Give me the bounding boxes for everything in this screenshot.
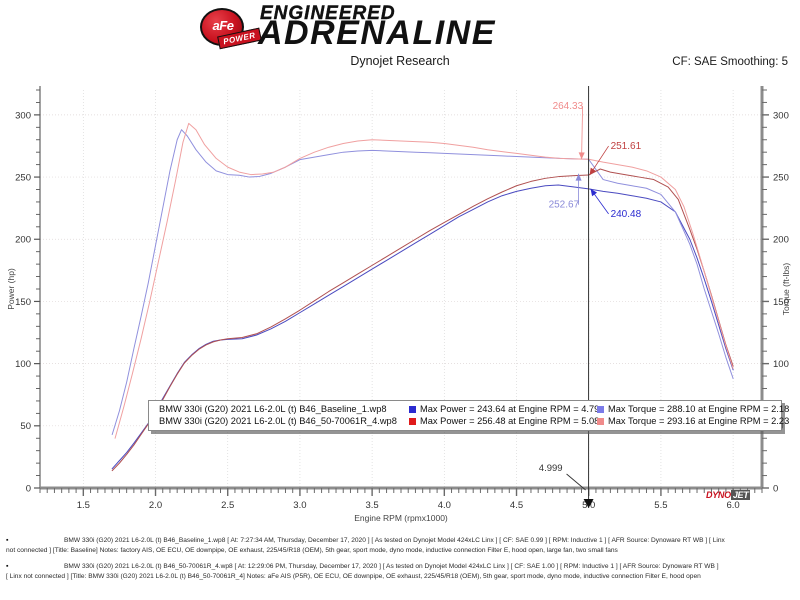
legend-power-cell: Max Power = 256.48 at Engine RPM = 5.08	[409, 416, 600, 426]
svg-text:2.0: 2.0	[149, 500, 162, 511]
legend-torque-swatch	[597, 405, 604, 413]
svg-text:150: 150	[15, 297, 31, 308]
svg-text:Power (hp): Power (hp)	[6, 268, 16, 310]
plot-svg: 0501001502002503000501001502002503001.52…	[6, 86, 791, 523]
cf-smoothing-note: CF: SAE Smoothing: 5	[672, 56, 788, 68]
legend-file-name: BMW 330i (G20) 2021 L6-2.0L (t) B46_50-7…	[159, 416, 397, 426]
run-notes-footer: ▪ BMW 330i (G20) 2021 L6-2.0L (t) B46_Ba…	[0, 536, 800, 588]
svg-text:300: 300	[773, 110, 789, 121]
svg-text:6.0: 6.0	[727, 500, 740, 511]
svg-text:0: 0	[26, 483, 31, 494]
svg-text:300: 300	[15, 110, 31, 121]
svg-text:3.5: 3.5	[366, 500, 379, 511]
run1-line1: BMW 330i (G20) 2021 L6-2.0L (t) B46_Base…	[64, 537, 725, 544]
legend-torque-swatch	[597, 417, 604, 425]
svg-text:200: 200	[15, 235, 31, 246]
legend-power-text: Max Power = 256.48 at Engine RPM = 5.08	[420, 416, 600, 426]
svg-text:100: 100	[15, 359, 31, 370]
run-note-block: ▪ BMW 330i (G20) 2021 L6-2.0L (t) B46_Ba…	[0, 536, 800, 555]
legend-power-swatch	[409, 405, 416, 413]
svg-text:5.5: 5.5	[654, 500, 667, 511]
svg-text:4.999: 4.999	[539, 463, 563, 474]
chart-subtitle: Dynojet Research	[350, 54, 450, 68]
svg-text:250: 250	[773, 172, 789, 183]
legend-torque-text: Max Torque = 288.10 at Engine RPM = 2.18	[608, 404, 790, 414]
dyno-plot: 0501001502002503000501001502002503001.52…	[0, 78, 800, 533]
tagline-engineered: ENGINEERED	[260, 3, 396, 24]
brand-logo: aFe POWER ENGINEERED ADRENALINE	[200, 2, 600, 50]
page-header: aFe POWER ENGINEERED ADRENALINE Dynojet …	[0, 0, 800, 68]
dynojet-watermark-icon: DYNO JET	[706, 490, 751, 500]
svg-text:1.5: 1.5	[77, 500, 90, 511]
svg-text:251.61: 251.61	[611, 141, 642, 152]
svg-text:250: 250	[15, 172, 31, 183]
legend-file-name: BMW 330i (G20) 2021 L6-2.0L (t) B46_Base…	[159, 404, 387, 414]
run1-line2: not connected ] [Title: Baseline] Notes:…	[6, 546, 618, 554]
legend-power-cell: Max Power = 243.64 at Engine RPM = 4.79	[409, 404, 600, 414]
svg-text:2.5: 2.5	[221, 500, 234, 511]
legend-torque-cell: Max Torque = 293.16 at Engine RPM = 2.23	[597, 416, 789, 426]
legend-power-swatch	[409, 417, 416, 425]
svg-text:4.5: 4.5	[510, 500, 523, 511]
svg-text:3.0: 3.0	[293, 500, 306, 511]
legend-torque-text: Max Torque = 293.16 at Engine RPM = 2.23	[608, 416, 790, 426]
tagline-adrenaline: ADRENALINE	[258, 14, 496, 52]
chart-legend[interactable]: BMW 330i (G20) 2021 L6-2.0L (t) B46_Base…	[148, 400, 789, 431]
svg-text:150: 150	[773, 297, 789, 308]
afe-power-logo-icon: aFe POWER	[200, 8, 262, 50]
svg-text:240.48: 240.48	[611, 209, 642, 220]
afe-logo-text: aFe	[212, 18, 234, 33]
svg-text:50: 50	[20, 421, 31, 432]
legend-row[interactable]: BMW 330i (G20) 2021 L6-2.0L (t) B46_50-7…	[153, 415, 789, 427]
legend-torque-cell: Max Torque = 288.10 at Engine RPM = 2.18	[597, 404, 789, 414]
run2-line1: BMW 330i (G20) 2021 L6-2.0L (t) B46_50-7…	[64, 563, 719, 570]
svg-text:4.0: 4.0	[438, 500, 451, 511]
dynojet-dyno-text: DYNO	[706, 490, 731, 500]
legend-power-text: Max Power = 243.64 at Engine RPM = 4.79	[420, 404, 600, 414]
svg-text:200: 200	[773, 235, 789, 246]
svg-text:264.33: 264.33	[553, 101, 584, 112]
svg-text:Engine RPM (rpmx1000): Engine RPM (rpmx1000)	[354, 513, 448, 523]
run-note-block: ▪ BMW 330i (G20) 2021 L6-2.0L (t) B46_50…	[0, 562, 800, 581]
svg-text:100: 100	[773, 359, 789, 370]
svg-text:0: 0	[773, 483, 778, 494]
bullet-icon: ▪	[6, 537, 9, 544]
bullet-icon: ▪	[6, 563, 9, 570]
dynojet-jet-text: JET	[730, 490, 751, 500]
svg-text:Torque (ft-lbs): Torque (ft-lbs)	[781, 263, 791, 316]
legend-row[interactable]: BMW 330i (G20) 2021 L6-2.0L (t) B46_Base…	[153, 403, 789, 415]
run2-line2: [ Linx not connected ] [Title: BMW 330i …	[6, 572, 701, 580]
svg-text:252.67: 252.67	[549, 200, 580, 211]
